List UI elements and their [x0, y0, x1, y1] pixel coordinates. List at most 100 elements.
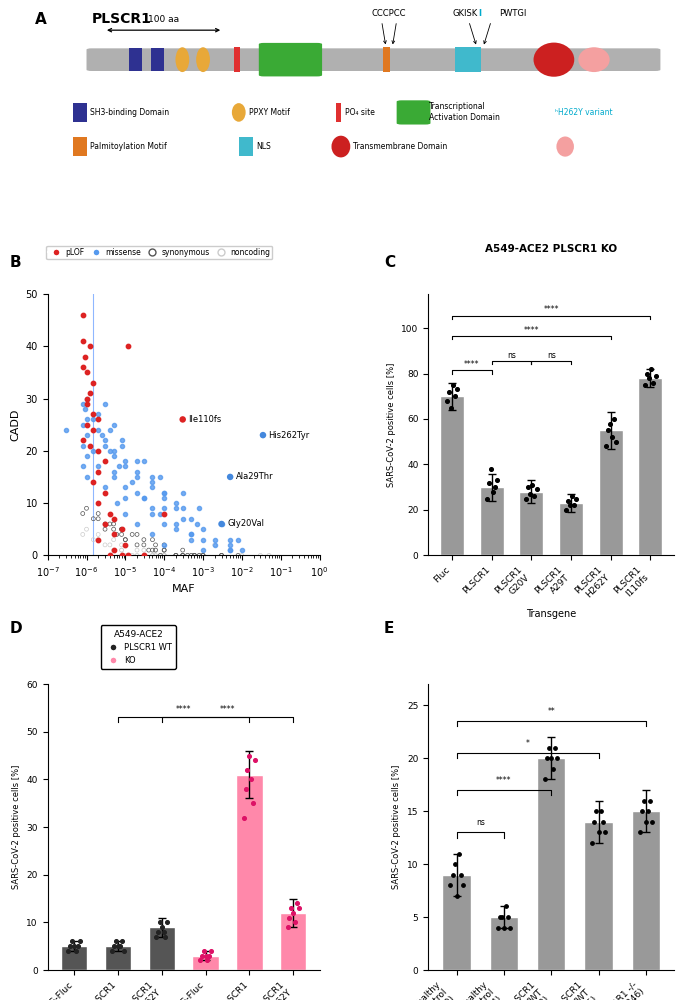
Point	[177, 411, 188, 427]
Point	[170, 547, 181, 563]
Point	[216, 547, 227, 563]
Bar	[239, 137, 253, 156]
Point	[120, 458, 131, 474]
Point	[88, 474, 99, 490]
Bar	[443, 875, 471, 970]
Point	[552, 750, 563, 766]
Point	[116, 521, 127, 537]
Point	[189, 547, 200, 563]
Point	[138, 490, 149, 506]
Point	[159, 516, 170, 532]
Text: Transmembrane Domain: Transmembrane Domain	[353, 142, 447, 151]
Point	[523, 479, 534, 495]
Point	[147, 547, 158, 563]
Text: ʰH262Y variant: ʰH262Y variant	[555, 108, 613, 117]
Ellipse shape	[556, 136, 574, 157]
Point	[250, 752, 261, 768]
Point	[602, 422, 613, 438]
Point	[99, 438, 110, 454]
Point	[150, 542, 161, 558]
Point	[99, 516, 110, 532]
Point	[159, 547, 170, 563]
Point	[111, 526, 122, 542]
Bar	[584, 822, 613, 970]
Point	[153, 924, 163, 940]
Point	[225, 469, 236, 485]
Point	[503, 909, 513, 925]
Point	[204, 948, 215, 964]
FancyBboxPatch shape	[259, 43, 322, 76]
Point	[70, 943, 81, 959]
Point	[127, 547, 138, 563]
Point	[108, 511, 119, 527]
Text: SH3-binding Domain: SH3-binding Domain	[91, 108, 170, 117]
Point	[529, 488, 540, 504]
Text: *: *	[526, 739, 530, 748]
Point	[88, 532, 99, 548]
Point	[120, 537, 131, 553]
Bar	[639, 378, 663, 555]
Point	[131, 542, 142, 558]
Point	[159, 547, 170, 563]
Point	[496, 909, 507, 925]
Point	[591, 803, 602, 819]
Point	[606, 429, 617, 445]
Point	[604, 416, 615, 432]
Point	[120, 547, 131, 563]
Point	[118, 943, 129, 959]
Text: **: **	[548, 707, 555, 716]
Point	[246, 771, 257, 787]
Point	[182, 547, 193, 563]
Point	[560, 502, 571, 518]
Point	[151, 929, 161, 945]
Bar	[440, 396, 464, 555]
Point	[494, 909, 505, 925]
Point	[521, 491, 532, 507]
Point	[104, 516, 115, 532]
Point	[257, 427, 268, 443]
Point	[116, 542, 127, 558]
Point	[104, 443, 115, 459]
Point	[492, 920, 503, 936]
Point	[206, 943, 217, 959]
Point	[114, 938, 125, 954]
Point	[131, 547, 142, 563]
Point	[644, 793, 655, 809]
Point	[458, 877, 469, 893]
Point	[108, 532, 119, 548]
X-axis label: MAF: MAF	[172, 584, 195, 594]
Point	[93, 511, 104, 527]
Point	[104, 506, 115, 522]
Point	[640, 814, 651, 830]
Point	[550, 740, 560, 756]
Point	[108, 938, 119, 954]
Text: C: C	[384, 255, 395, 270]
Point	[147, 500, 158, 516]
Point	[197, 542, 208, 558]
Point	[642, 366, 653, 382]
Point	[159, 542, 170, 558]
Point	[197, 547, 208, 563]
Point	[454, 846, 464, 862]
Point	[264, 547, 274, 563]
Y-axis label: CADD: CADD	[10, 408, 20, 441]
Point	[498, 920, 509, 936]
Point	[189, 547, 200, 563]
Point	[88, 411, 99, 427]
Text: PO₄ site: PO₄ site	[345, 108, 375, 117]
Point	[486, 461, 496, 477]
Text: ****: ****	[464, 360, 479, 369]
Point	[110, 933, 121, 949]
Ellipse shape	[232, 103, 246, 122]
Point	[123, 338, 134, 354]
Bar	[559, 503, 583, 555]
Point	[646, 814, 657, 830]
Point	[84, 338, 95, 354]
Point	[155, 506, 166, 522]
Point	[563, 493, 573, 509]
Point	[127, 474, 138, 490]
Point	[531, 481, 542, 497]
Text: PWTGI: PWTGI	[498, 9, 526, 18]
Point	[99, 396, 110, 412]
Point	[131, 464, 142, 480]
